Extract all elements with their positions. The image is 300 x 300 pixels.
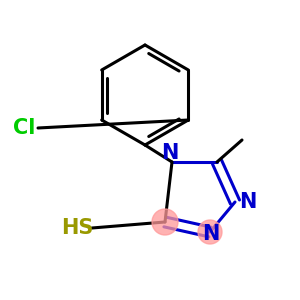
Text: Cl: Cl — [13, 118, 35, 138]
Text: N: N — [239, 192, 257, 212]
Text: N: N — [161, 143, 179, 163]
Text: HS: HS — [61, 218, 93, 238]
Circle shape — [152, 209, 178, 235]
Text: N: N — [202, 224, 220, 244]
Circle shape — [198, 220, 222, 244]
